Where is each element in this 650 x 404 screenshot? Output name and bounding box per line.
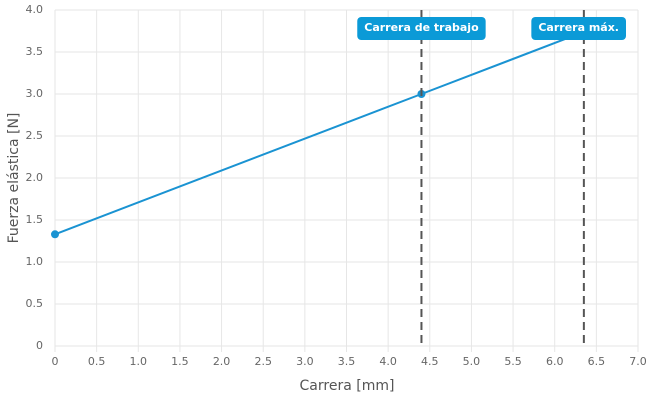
x-tick-label: 7.0 — [629, 355, 647, 368]
x-tick-label: 6.0 — [546, 355, 564, 368]
annotation-label: Carrera de trabajo — [357, 17, 486, 40]
x-tick-label: 6.5 — [588, 355, 606, 368]
annotation-text: Carrera máx. — [538, 21, 619, 34]
x-tick-label: 0 — [52, 355, 59, 368]
annotation-label: Carrera máx. — [531, 17, 626, 40]
x-tick-label: 5.5 — [504, 355, 522, 368]
x-tick-label: 2.0 — [213, 355, 231, 368]
y-tick-label: 0.5 — [26, 297, 44, 310]
y-tick-label: 4.0 — [26, 3, 44, 16]
y-tick-label: 1.0 — [26, 255, 44, 268]
annotation-text: Carrera de trabajo — [364, 21, 479, 34]
y-tick-label: 2.5 — [26, 129, 44, 142]
y-tick-label: 0 — [36, 339, 43, 352]
x-tick-label: 0.5 — [88, 355, 106, 368]
x-tick-label: 3.0 — [296, 355, 314, 368]
x-tick-label: 3.5 — [338, 355, 356, 368]
y-tick-label: 2.0 — [26, 171, 44, 184]
x-axis-label: Carrera [mm] — [300, 378, 395, 394]
x-tick-label: 1.5 — [171, 355, 189, 368]
x-tick-label: 1.0 — [130, 355, 148, 368]
data-line — [54, 30, 585, 236]
x-tick-label: 5.0 — [463, 355, 481, 368]
y-tick-label: 3.0 — [26, 87, 44, 100]
x-tick-label: 4.0 — [379, 355, 397, 368]
y-axis-label: Fuerza elástica [N] — [6, 113, 22, 244]
annotation-box — [531, 17, 626, 40]
annotation-box — [357, 17, 486, 40]
x-tick-label: 2.5 — [254, 355, 272, 368]
y-tick-label: 3.5 — [26, 45, 44, 58]
x-tick-label: 4.5 — [421, 355, 439, 368]
y-tick-label: 1.5 — [26, 213, 44, 226]
data-point — [51, 230, 59, 239]
